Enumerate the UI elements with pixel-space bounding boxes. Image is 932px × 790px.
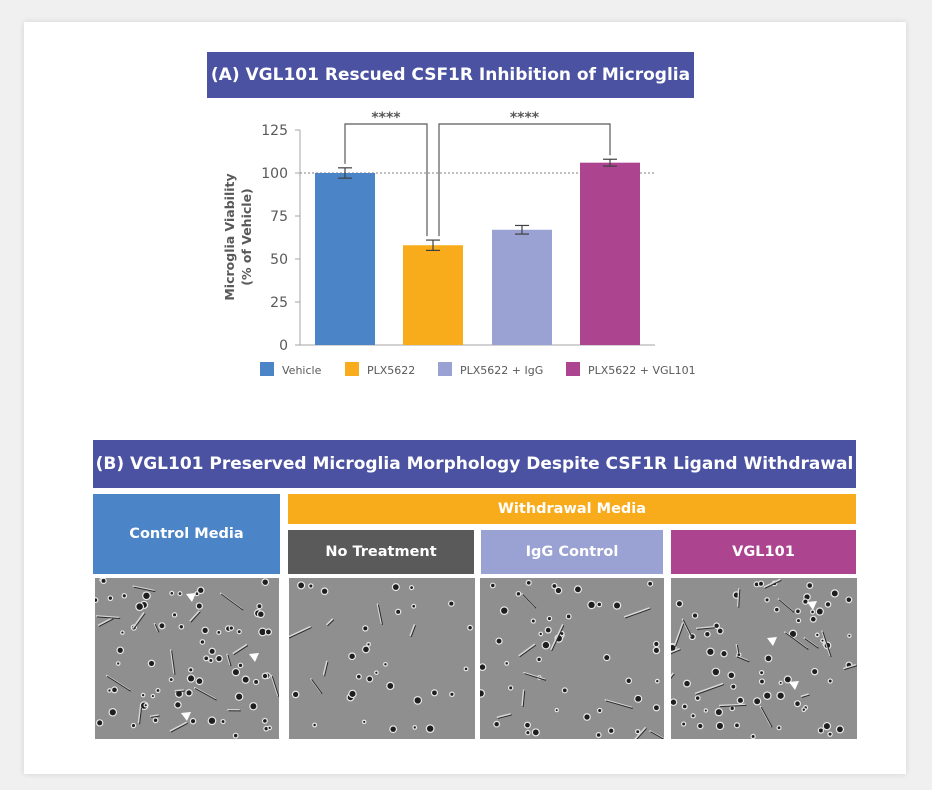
igg-control-header: IgG Control	[481, 530, 663, 574]
legend-label: Vehicle	[282, 364, 322, 377]
igg-control-micrograph	[480, 578, 664, 739]
y-axis-label-line: Microglia Viability	[222, 173, 237, 300]
arrowhead-marker	[249, 653, 259, 662]
micrograph-texture	[95, 578, 279, 739]
bar-3	[492, 229, 552, 345]
significance-label-2: ****	[510, 110, 540, 126]
arrowhead-marker	[186, 593, 196, 602]
withdrawal-media-header: Withdrawal Media	[288, 494, 856, 524]
arrowhead-marker	[789, 681, 799, 690]
vgl101-micrograph	[671, 578, 857, 739]
significance-bracket-1	[344, 123, 428, 237]
panel-b-title: (B) VGL101 Preserved Microglia Morpholog…	[93, 440, 856, 488]
bar-chart: 0 25 50 75 100 125 Microglia Viability (% of Ve…	[222, 110, 696, 377]
y-axis-label: Microglia Viability (% of Vehicle)	[222, 173, 254, 300]
y-tick-label: 100	[261, 166, 288, 182]
vgl101-header: VGL101	[671, 530, 856, 574]
legend-label: PLX5622 + VGL101	[588, 364, 696, 377]
panel-a-title: (A) VGL101 Rescued CSF1R Inhibition of M…	[207, 52, 694, 98]
arrowhead-marker	[181, 712, 191, 721]
error-bar-3	[515, 224, 529, 235]
control-media-header: Control Media	[93, 494, 280, 574]
y-axis-label-line: (% of Vehicle)	[239, 188, 254, 286]
arrowhead-marker	[807, 601, 817, 610]
bar-1	[315, 173, 375, 345]
bar-2	[403, 245, 463, 345]
y-tick-label: 75	[270, 209, 288, 225]
legend-swatch	[438, 362, 452, 376]
control-media-micrograph	[95, 578, 279, 739]
micrograph-texture	[289, 581, 473, 734]
micrograph-texture	[480, 579, 664, 739]
no-treatment-header: No Treatment	[288, 530, 474, 574]
legend-item-1: Vehicle	[260, 362, 322, 377]
legend-item-2: PLX5622	[345, 362, 415, 377]
no-treatment-micrograph	[289, 578, 475, 739]
legend-swatch	[260, 362, 274, 376]
legend-swatch	[345, 362, 359, 376]
arrowhead-marker	[767, 637, 777, 646]
significance-label-1: ****	[371, 110, 401, 126]
y-tick-label: 0	[279, 338, 288, 354]
error-bar-2	[426, 239, 440, 251]
legend-swatch	[566, 362, 580, 376]
error-bar-4	[603, 158, 617, 167]
y-tick-label: 125	[261, 123, 288, 139]
error-bar-1	[338, 167, 352, 179]
legend-item-4: PLX5622 + VGL101	[566, 362, 696, 377]
significance-bracket-2	[438, 123, 611, 237]
legend-item-3: PLX5622 + IgG	[438, 362, 543, 377]
legend-label: PLX5622	[367, 364, 415, 377]
y-tick-label: 50	[270, 252, 288, 268]
y-tick-label: 25	[270, 295, 288, 311]
micrograph-texture	[671, 578, 857, 739]
bar-4	[580, 162, 640, 345]
legend-label: PLX5622 + IgG	[460, 364, 543, 377]
